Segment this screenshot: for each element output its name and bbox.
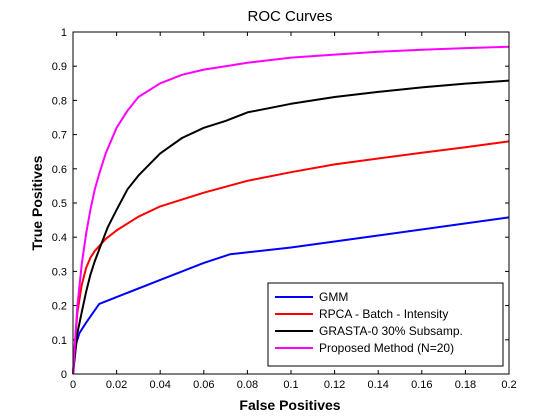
legend-label-1: RPCA - Batch - Intensity [319,307,448,321]
x-tick-label: 0.1 [283,379,298,391]
plot-frame [72,31,510,375]
y-tick-label: 0.4 [52,232,67,244]
x-axis-label: False Positives [239,397,340,413]
y-tick-label: 0.2 [52,301,67,313]
y-tick-label: 0 [61,369,67,381]
y-tick-label: 0.8 [52,95,67,107]
x-tick-label: 0.06 [193,379,214,391]
series-lines [72,45,510,375]
x-tick-label: 0 [70,379,76,391]
y-tick-label: 0.3 [52,266,67,278]
x-tick-label: 0.02 [106,379,127,391]
legend-label-3: Proposed Method (N=20) [319,341,454,355]
axis-ticks: 0 0.02 0.04 0.06 0.08 0.1 0.12 0.14 0.16 0.18 0.2 0… [52,27,517,391]
y-tick-label: 0.7 [52,130,67,142]
x-tick-label: 0.2 [501,379,516,391]
legend-label-0: GMM [319,290,348,304]
x-tick-label: 0.08 [237,379,258,391]
y-axis-label: True Positives [29,155,45,250]
y-tick-label: 1 [61,27,67,39]
series-line-0 [72,216,510,375]
series-line-3 [72,45,510,375]
y-tick-label: 0.1 [52,335,67,347]
legend: GMM RPCA - Batch - Intensity GRASTA-0 30% … [267,282,504,367]
x-tick-label: 0.04 [149,379,170,391]
series-line-2 [72,79,510,375]
x-tick-label: 0.12 [324,379,345,391]
y-tick-label: 0.6 [52,164,67,176]
legend-label-2: GRASTA-0 30% Subsamp. [319,324,463,338]
chart-title: ROC Curves [247,8,332,25]
x-tick-label: 0.18 [455,379,476,391]
series-line-1 [72,140,510,375]
x-tick-label: 0.16 [411,379,432,391]
y-tick-label: 0.9 [52,61,67,73]
y-tick-label: 0.5 [52,198,67,210]
x-tick-label: 0.14 [367,379,388,391]
